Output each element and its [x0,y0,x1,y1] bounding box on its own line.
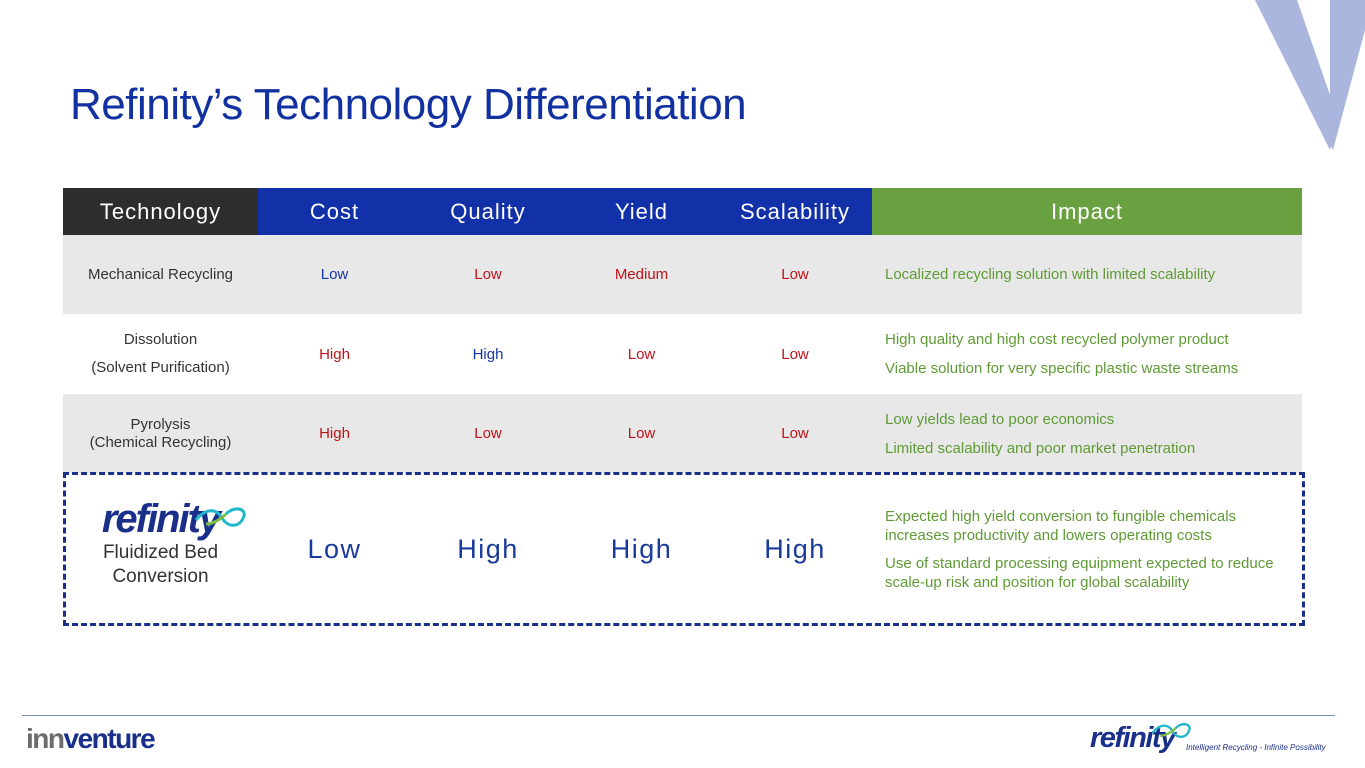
impact-line: Viable solution for very specific plasti… [885,360,1239,377]
infinity-swoosh-icon [1151,723,1191,738]
infinity-swoosh-icon [194,507,246,527]
quality-cell: Low [411,394,565,473]
technology-subtitle: Conversion [112,566,209,587]
refinity-logo-text: refinity [101,497,221,541]
header-impact: Impact [872,188,1302,235]
yield-cell: Medium [565,235,718,314]
impact-line: Localized recycling solution with limite… [885,266,1216,283]
table-row-refinity: refinity Fluidized Bed Conversion Low Hi… [63,473,1302,626]
table-row: Pyrolysis (Chemical Recycling) High Low … [63,394,1302,473]
quality-cell: Low [411,235,565,314]
innventure-logo-part: venture [63,723,156,754]
technology-cell: refinity Fluidized Bed Conversion [63,473,258,626]
quality-cell: High [457,534,519,564]
refinity-footer-wordmark: refinity [1090,722,1176,754]
footer-divider [22,715,1335,716]
scalability-cell: Low [781,345,809,363]
impact-line: High quality and high cost recycled poly… [885,331,1229,348]
table-row: Mechanical Recycling Low Low Medium Low … [63,235,1302,314]
impact-line: Limited scalability and poor market pene… [885,439,1196,457]
technology-name: Pyrolysis [130,415,191,433]
scalability-cell: High [764,534,826,564]
comparison-table: Technology Cost Quality Yield Scalabilit… [63,188,1302,626]
impact-line: Low yields lead to poor economics [885,410,1115,428]
impact-cell: High quality and high cost recycled poly… [872,314,1302,394]
cost-cell: Low [258,235,411,314]
footer-tagline: Intelligent Recycling - Infinite Possibi… [1186,743,1326,752]
scalability-cell: Low [718,235,872,314]
table-row: Dissolution (Solvent Purification) High … [63,314,1302,394]
header-quality: Quality [411,188,565,235]
innventure-logo-part: inn [26,723,65,754]
header-cost: Cost [258,188,411,235]
yield-cell: Low [565,394,718,473]
cost-cell: High [319,345,350,363]
impact-line: Expected high yield conversion to fungib… [885,508,1237,544]
technology-name: Fluidized Bed [102,542,219,563]
refinity-footer-logo: refinity Intelligent Recycling - Infinit… [1090,722,1340,762]
technology-cell: Pyrolysis (Chemical Recycling) [63,394,258,473]
corner-v-graphic [1255,0,1365,150]
header-scalability: Scalability [718,188,872,235]
impact-cell: Expected high yield conversion to fungib… [872,473,1302,626]
header-technology: Technology [63,188,258,235]
page-title: Refinity’s Technology Differentiation [70,80,747,129]
technology-subtitle: (Solvent Purification) [91,359,230,376]
refinity-logo: refinity [102,499,246,539]
quality-cell: High [472,345,504,363]
impact-line: Use of standard processing equipment exp… [885,555,1274,591]
technology-subtitle: (Chemical Recycling) [89,433,232,451]
technology-name: Mechanical Recycling [87,265,234,283]
scalability-cell: Low [718,394,872,473]
impact-cell: Localized recycling solution with limite… [872,235,1302,314]
technology-name: Dissolution [123,331,198,348]
yield-cell: High [610,534,673,564]
innventure-logo: innventure [26,723,156,755]
yield-cell: Low [627,345,656,363]
cost-cell: High [258,394,411,473]
header-yield: Yield [565,188,718,235]
cost-cell: Low [307,534,362,564]
impact-cell: Low yields lead to poor economics Limite… [872,394,1302,473]
table-header-row: Technology Cost Quality Yield Scalabilit… [63,188,1302,235]
technology-cell: Mechanical Recycling [63,235,258,314]
technology-cell: Dissolution (Solvent Purification) [63,314,258,394]
